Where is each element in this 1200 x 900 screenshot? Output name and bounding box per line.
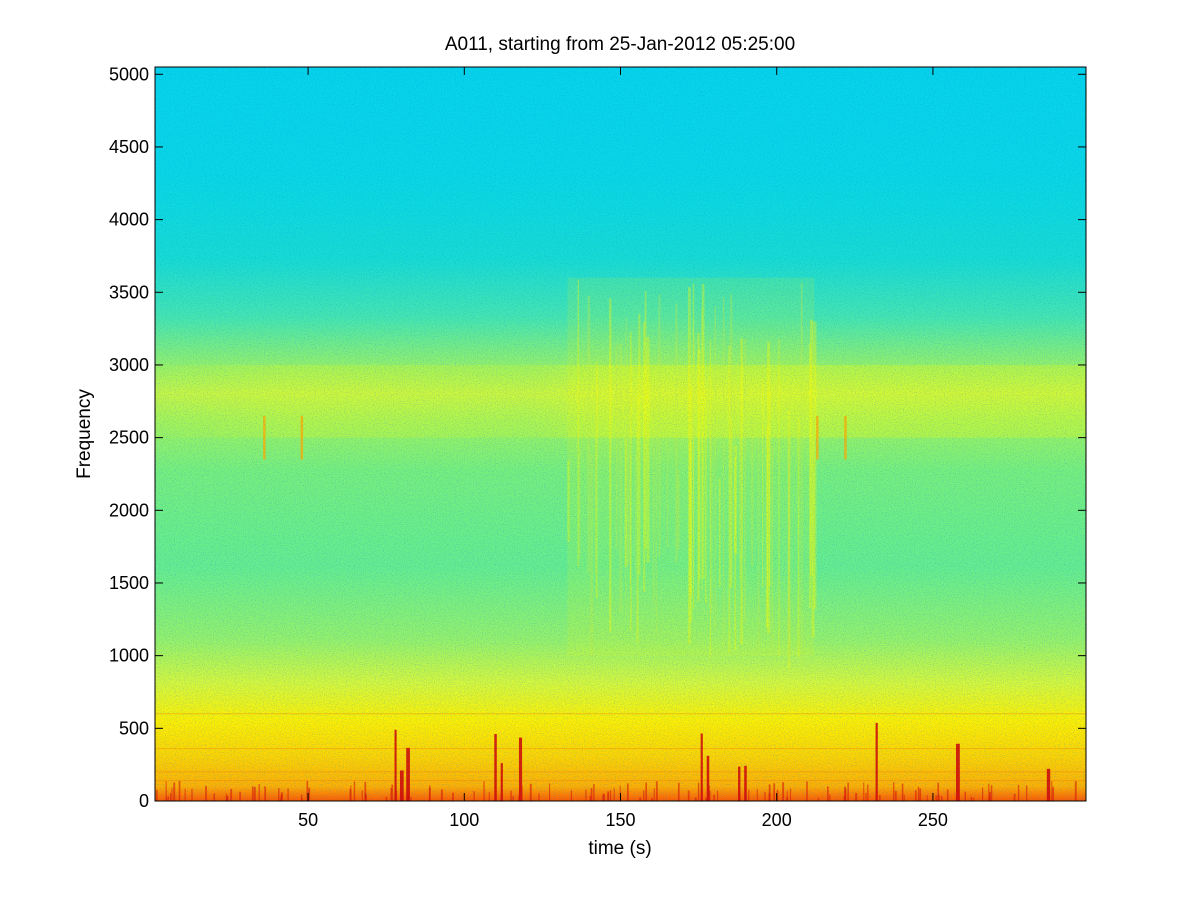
y-tick-label: 3000: [109, 355, 149, 375]
y-tick-label: 2000: [109, 500, 149, 520]
y-tick-label: 3500: [109, 282, 149, 302]
plot-area: [155, 67, 1086, 801]
y-axis: 0 500 1000 1500 2000 2500 3000 3500 4000 4500 5000: [109, 64, 1086, 811]
y-tick-label: 1000: [109, 646, 149, 666]
y-tick-label: 1500: [109, 573, 149, 593]
x-tick-label: 150: [605, 810, 635, 830]
y-tick-label: 500: [119, 718, 149, 738]
x-tick-label: 250: [918, 810, 948, 830]
x-tick-label: 50: [298, 810, 318, 830]
chart-title: A011, starting from 25-Jan-2012 05:25:00: [445, 34, 795, 55]
y-tick-label: 4000: [109, 210, 149, 230]
y-tick-label: 5000: [109, 64, 149, 84]
x-axis: 50 100 150 200 250: [298, 67, 948, 830]
y-tick-label: 2500: [109, 428, 149, 448]
spectrogram-grain: [155, 67, 1086, 801]
y-tick-label: 4500: [109, 137, 149, 157]
x-tick-label: 100: [449, 810, 479, 830]
x-axis-label: time (s): [588, 838, 651, 859]
y-tick-label: 0: [139, 791, 149, 811]
y-axis-label: Frequency: [74, 389, 95, 479]
x-tick-label: 200: [762, 810, 792, 830]
